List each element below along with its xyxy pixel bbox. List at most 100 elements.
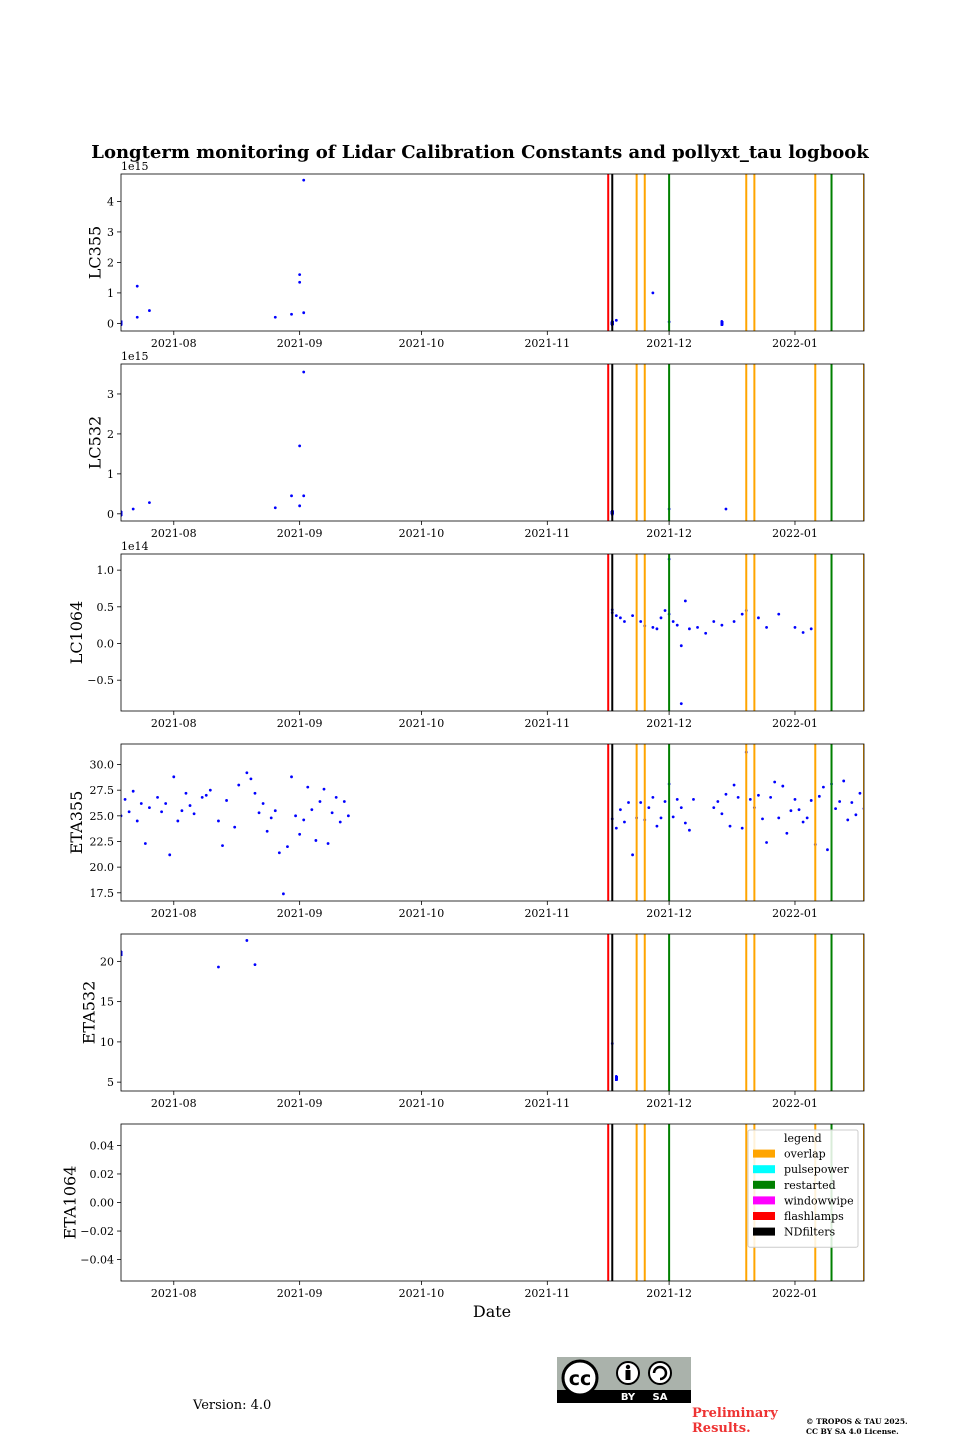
y-tick-label: 0.0 xyxy=(97,638,115,651)
y-offset-label: 1e15 xyxy=(121,160,149,173)
plot-area xyxy=(121,934,864,1091)
data-point xyxy=(801,631,805,634)
data-point xyxy=(769,795,773,799)
data-point xyxy=(302,494,306,498)
data-point xyxy=(659,816,663,820)
data-point xyxy=(168,853,172,857)
data-point xyxy=(785,831,789,835)
x-tick-label: 2021-11 xyxy=(524,717,570,730)
x-tick-label: 2021-09 xyxy=(277,1287,323,1300)
data-point xyxy=(618,616,622,620)
x-tick-label: 2021-08 xyxy=(151,1097,197,1110)
data-point xyxy=(712,806,716,810)
axes-frame xyxy=(120,743,865,902)
panel-lc1064: 2021-08 2021-09 2021-10 2021-11 2021-12 2022-… xyxy=(67,540,865,730)
data-point xyxy=(277,851,281,855)
data-point xyxy=(627,801,630,804)
data-point xyxy=(838,800,842,803)
y-tick-label: −0.5 xyxy=(87,674,114,687)
x-tick-label: 2021-08 xyxy=(151,907,197,920)
data-point xyxy=(143,842,147,845)
panel-eta355: 2021-08 2021-09 2021-10 2021-11 2021-12 2022-… xyxy=(67,743,865,920)
data-point xyxy=(683,599,687,603)
chart-title: Longterm monitoring of Lidar Calibration… xyxy=(91,142,869,163)
y-tick-label: 0 xyxy=(107,508,114,521)
data-point xyxy=(294,814,297,818)
data-point xyxy=(176,819,180,823)
data-point xyxy=(757,616,760,620)
data-point xyxy=(302,311,306,315)
data-point xyxy=(623,620,626,623)
data-point xyxy=(342,800,346,803)
x-tick-label: 2021-09 xyxy=(277,1097,323,1110)
data-point xyxy=(338,820,342,824)
data-point xyxy=(850,801,854,804)
axes-frame xyxy=(120,553,865,712)
data-point xyxy=(655,824,659,828)
x-tick-label: 2021-11 xyxy=(524,337,570,350)
data-point xyxy=(298,280,302,284)
data-point xyxy=(736,795,740,799)
data-point xyxy=(688,627,691,631)
data-point xyxy=(757,793,760,797)
axes-frame xyxy=(120,173,865,332)
x-tick-label: 2022-01 xyxy=(772,1287,818,1300)
plot-area xyxy=(121,364,864,521)
y-tick-label: 25.0 xyxy=(90,810,115,823)
legend-swatch-overlap xyxy=(753,1149,775,1158)
y-tick-label: −0.02 xyxy=(80,1225,114,1238)
data-point xyxy=(614,318,618,322)
x-tick-label: 2021-12 xyxy=(646,1287,692,1300)
data-point xyxy=(123,798,127,801)
data-point xyxy=(809,627,813,631)
data-point xyxy=(217,819,220,823)
version-label: Version: 4.0 xyxy=(193,1398,272,1413)
legend-label-NDfilters: NDfilters xyxy=(784,1226,835,1239)
x-tick-label: 2022-01 xyxy=(772,337,818,350)
data-point xyxy=(688,828,691,832)
data-point xyxy=(651,795,655,799)
data-point xyxy=(732,783,736,787)
data-point xyxy=(273,809,277,813)
data-point xyxy=(302,818,306,822)
data-point xyxy=(675,798,679,801)
data-point xyxy=(330,811,334,815)
panels-container: 2021-08 2021-09 2021-10 2021-11 2021-12 2022-… xyxy=(61,160,865,1300)
data-point xyxy=(184,791,188,795)
data-point xyxy=(135,315,139,319)
y-tick-label: 27.5 xyxy=(90,784,115,797)
data-point xyxy=(712,620,716,623)
data-point xyxy=(273,506,277,510)
data-point xyxy=(683,821,687,825)
data-point xyxy=(148,806,151,810)
x-tick-label: 2021-11 xyxy=(524,527,570,540)
data-point xyxy=(704,631,708,635)
data-point xyxy=(614,614,618,618)
cc-icon: cc xyxy=(569,1368,592,1390)
data-point xyxy=(793,798,797,801)
y-tick-label: 1 xyxy=(107,287,114,300)
panel-lc532: 2021-08 2021-09 2021-10 2021-11 2021-12 2022-… xyxy=(86,350,865,540)
data-point xyxy=(318,800,322,803)
data-point xyxy=(826,848,829,852)
y-tick-label: 0 xyxy=(107,317,114,330)
data-point xyxy=(139,802,143,805)
data-point xyxy=(135,819,139,823)
data-point xyxy=(245,771,249,775)
data-point xyxy=(286,845,289,849)
data-point xyxy=(221,844,224,847)
data-point xyxy=(834,807,837,811)
x-tick-label: 2021-12 xyxy=(646,527,692,540)
data-point xyxy=(208,788,212,792)
y-tick-label: 0.5 xyxy=(97,601,115,614)
data-point xyxy=(148,309,151,312)
y-tick-label: −0.04 xyxy=(80,1254,114,1267)
data-point xyxy=(148,501,151,505)
data-point xyxy=(156,795,159,799)
x-tick-label: 2021-08 xyxy=(151,717,197,730)
y-axis-label: LC1064 xyxy=(67,601,86,665)
data-point xyxy=(614,826,618,830)
data-point xyxy=(696,625,699,629)
data-point xyxy=(618,808,622,812)
legend-swatch-windowwipe xyxy=(753,1196,775,1205)
